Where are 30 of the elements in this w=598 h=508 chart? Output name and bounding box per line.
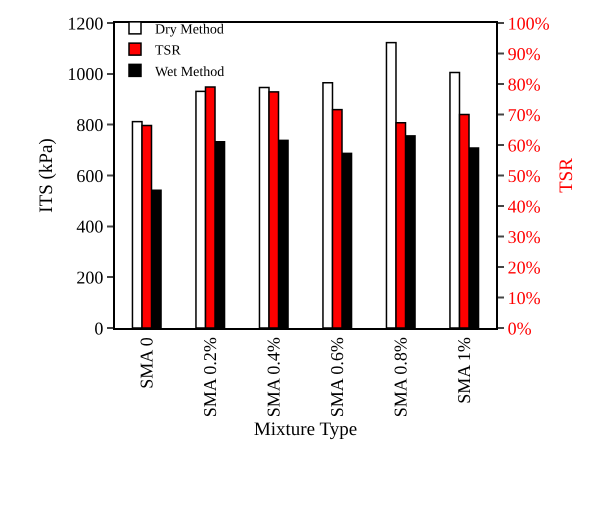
x-axis-title: Mixture Type [254, 419, 358, 440]
y2-tick-label: 70% [508, 104, 541, 125]
y-tick-label: 800 [76, 114, 104, 135]
y2-tick-label: 30% [508, 226, 541, 247]
y-tick-label: 600 [76, 166, 104, 186]
y2-tick-label: 20% [508, 257, 541, 278]
x-tick-label: SMA 0.2% [200, 337, 220, 418]
y2-tick-label: 50% [508, 166, 541, 186]
y2-tick-label: 40% [508, 196, 541, 216]
legend-label: Wet Method [155, 64, 224, 80]
y-axis-title: ITS (kPa) [36, 138, 57, 213]
y2-axis-title: TSR [556, 158, 577, 193]
y2-tick-label: 0% [508, 318, 532, 338]
y2-tick-label: 80% [508, 74, 541, 94]
y-tick-label: 1200 [67, 13, 104, 34]
legend-label: Dry Method [155, 22, 224, 38]
y2-tick-label: 60% [508, 135, 541, 156]
x-tick-label: SMA 0.6% [327, 337, 348, 418]
x-tick-label: SMA 1% [454, 337, 474, 404]
x-tick-label: SMA 0.4% [264, 337, 284, 418]
y-tick-label: 0 [94, 318, 104, 338]
legend-label: TSR [155, 44, 182, 59]
y2-tick-label: 90% [508, 44, 541, 64]
y2-tick-label: 100% [508, 13, 550, 34]
x-tick-label: SMA 0 [136, 337, 157, 389]
x-tick-label: SMA 0.8% [390, 337, 411, 418]
y2-tick-label: 10% [508, 288, 541, 308]
y-tick-label: 1000 [67, 64, 104, 84]
y-tick-label: 400 [76, 216, 104, 237]
y-tick-label: 200 [76, 267, 104, 288]
